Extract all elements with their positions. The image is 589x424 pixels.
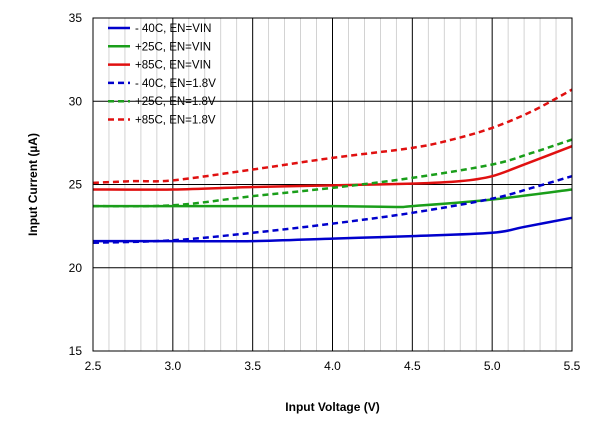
x-tick-label: 4.5 xyxy=(404,359,421,373)
series-line-5 xyxy=(92,138,573,208)
x-tick-label: 4.0 xyxy=(324,359,341,373)
x-tick-label: 5.0 xyxy=(484,359,501,373)
y-tick-label: 35 xyxy=(69,11,83,25)
legend-label: +85C, EN=VIN xyxy=(135,60,211,72)
series-line-3 xyxy=(92,145,573,191)
series-line-6 xyxy=(92,88,573,185)
legend-label: - 40C, EN=1.8V xyxy=(135,78,216,90)
y-tick-label: 30 xyxy=(69,94,83,108)
y-axis-title: Input Current (µA) xyxy=(26,133,40,236)
x-tick-label: 5.5 xyxy=(564,359,581,373)
y-tick-label: 20 xyxy=(69,261,83,275)
x-tick-label: 2.5 xyxy=(85,359,102,373)
x-tick-label: 3.5 xyxy=(244,359,261,373)
y-tick-label: 15 xyxy=(69,344,83,358)
series-lines xyxy=(92,88,573,245)
legend-label: +25C, EN=VIN xyxy=(135,41,211,53)
series-line-4 xyxy=(92,174,573,245)
y-tick-labels: 15 20 25 30 35 xyxy=(69,11,83,358)
x-tick-labels: 2.5 3.0 3.5 4.0 4.5 5.0 5.5 xyxy=(85,359,581,373)
legend: - 40C, EN=VIN +25C, EN=VIN +85C, EN=VIN - 4… xyxy=(108,23,216,127)
legend-label: +25C, EN=1.8V xyxy=(135,96,216,108)
plot-frame xyxy=(92,17,573,352)
legend-label: +85C, EN=1.8V xyxy=(135,115,216,127)
legend-label: - 40C, EN=VIN xyxy=(135,23,211,35)
x-tick-label: 3.0 xyxy=(164,359,181,373)
y-tick-label: 25 xyxy=(69,178,83,192)
x-axis-title: Input Voltage (V) xyxy=(285,400,379,414)
